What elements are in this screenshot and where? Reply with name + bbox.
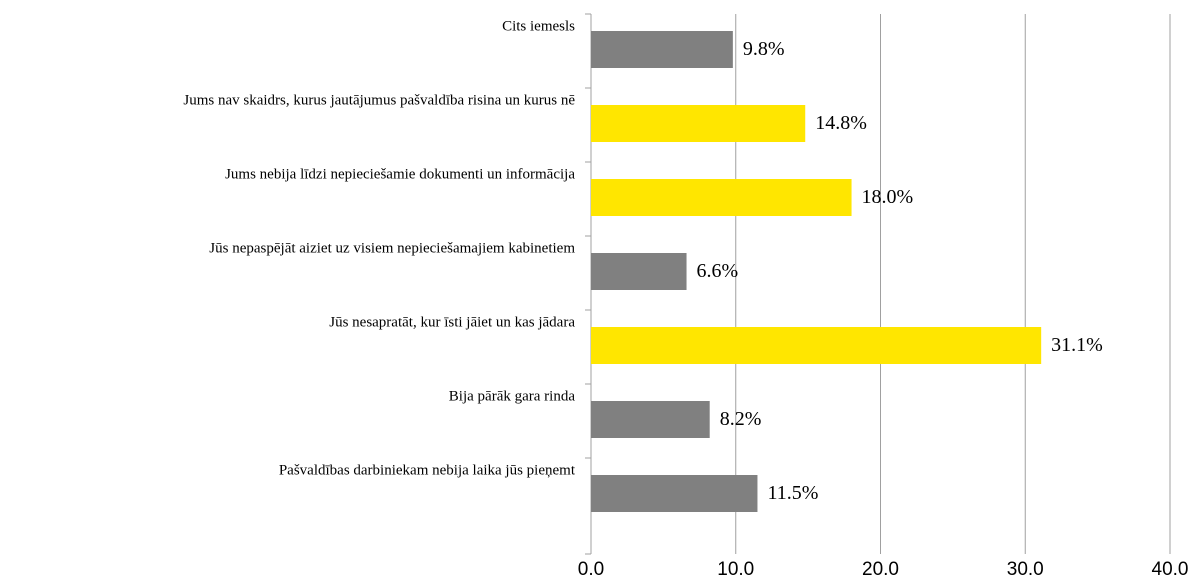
value-label: 11.5% [767,482,818,504]
x-tick-label: 30.0 [1007,559,1044,580]
category-label: Pašvaldības darbiniekam nebija laika jūs… [279,462,576,478]
x-tick-label: 20.0 [862,559,899,580]
value-label: 8.2% [720,408,762,430]
bar [591,179,852,216]
bar [591,475,758,512]
category-label: Jūs nepaspējāt aiziet uz visiem nepiecie… [209,240,575,256]
bar [591,31,733,68]
category-label: Jūs nesapratāt, kur īsti jāiet un kas jā… [329,314,575,330]
category-label: Bija pārāk gara rinda [449,388,576,404]
value-label: 6.6% [697,260,739,282]
x-tick-label: 40.0 [1152,559,1189,580]
x-tick-label: 10.0 [717,559,754,580]
category-label: Jums nebija līdzi nepieciešamie dokument… [225,166,575,182]
bar [591,327,1042,364]
value-label: 9.8% [743,38,785,60]
bar [591,401,710,438]
category-label: Cits iemesls [502,18,575,34]
bar [591,253,687,290]
value-label: 18.0% [862,186,914,208]
x-tick-label: 0.0 [578,559,604,580]
category-label: Jums nav skaidrs, kurus jautājumus pašva… [183,92,575,108]
value-label: 31.1% [1051,334,1103,356]
bar [591,105,806,142]
value-label: 14.8% [815,112,867,134]
